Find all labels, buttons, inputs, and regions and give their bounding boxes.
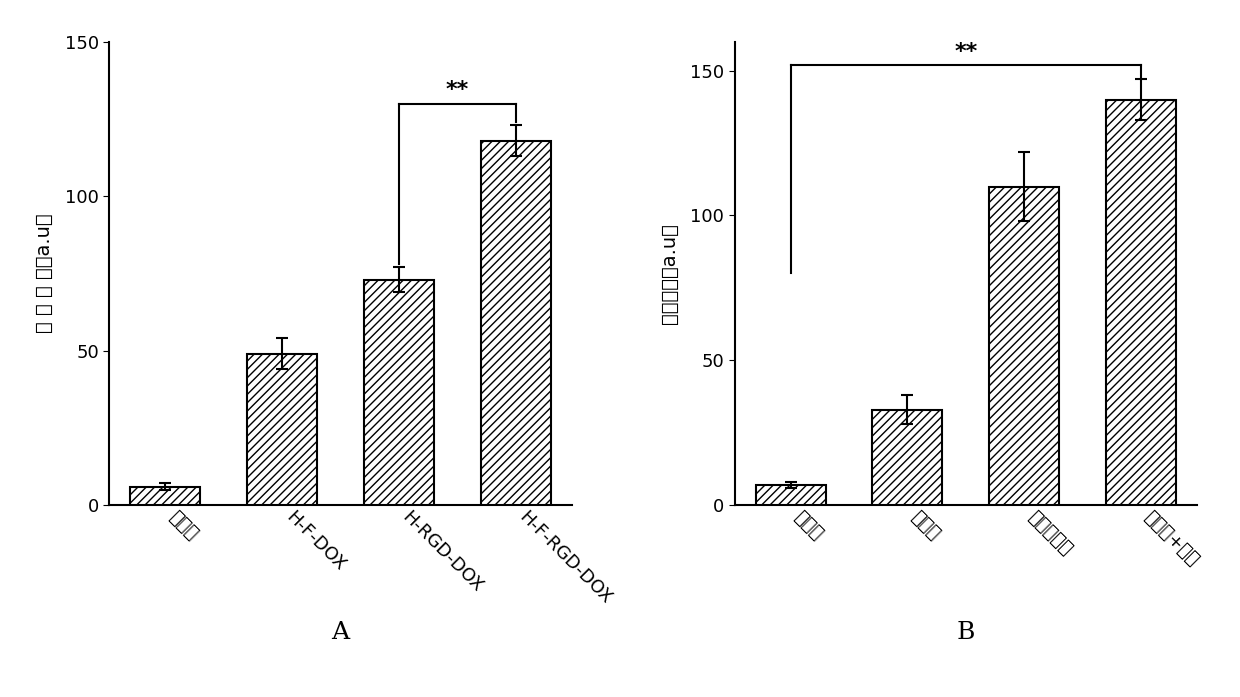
Bar <box>247 354 317 505</box>
Bar <box>755 485 826 505</box>
Bar <box>990 187 1059 505</box>
Bar <box>481 141 551 505</box>
Bar <box>363 279 434 505</box>
Bar <box>872 410 942 505</box>
Y-axis label: 荚光强度（a.u）: 荚光强度（a.u） <box>660 223 680 324</box>
Text: **: ** <box>445 80 469 100</box>
Y-axis label: 荚 光 强 度（a.u）: 荚 光 强 度（a.u） <box>35 213 53 333</box>
Text: B: B <box>956 621 975 644</box>
Bar <box>130 487 201 505</box>
Bar <box>1106 100 1176 505</box>
Text: **: ** <box>954 42 977 62</box>
Text: A: A <box>331 621 350 644</box>
